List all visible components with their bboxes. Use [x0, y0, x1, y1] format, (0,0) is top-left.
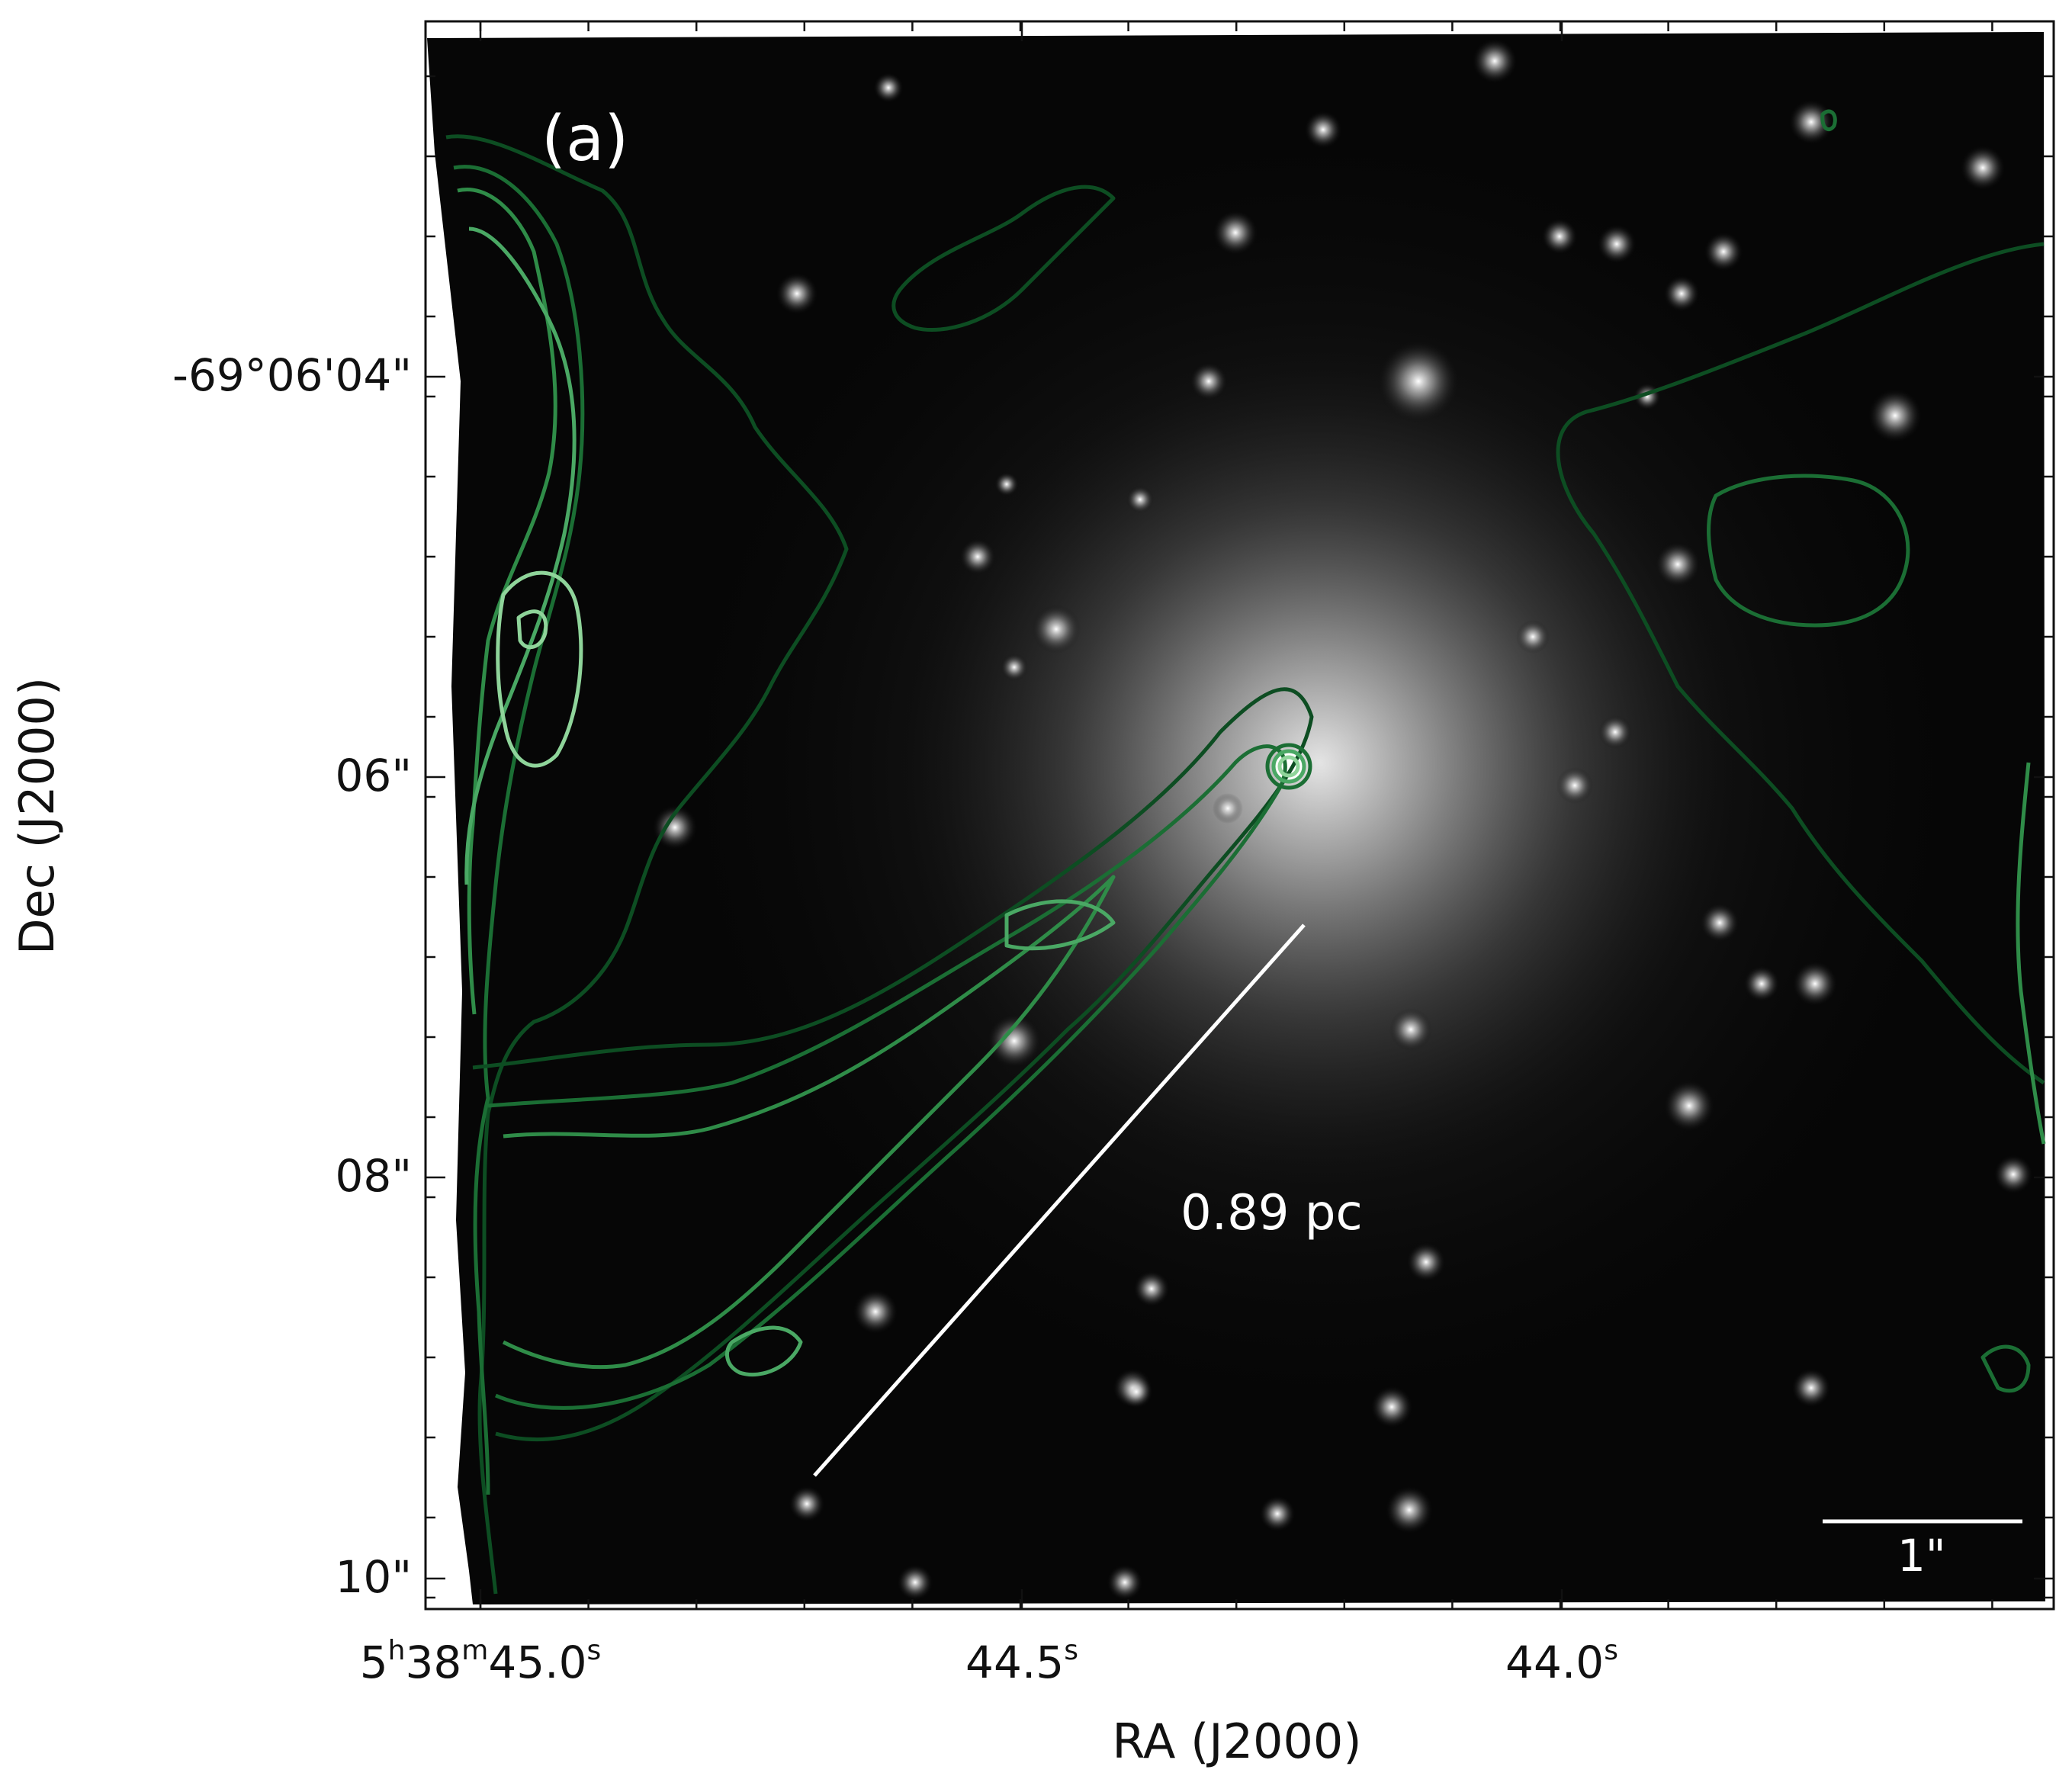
- astronomical-image: [427, 32, 2046, 1604]
- contour-left-mid: [453, 165, 585, 1495]
- contour-tail-mid: [487, 744, 1287, 1410]
- axis-ticks: [426, 21, 2054, 1609]
- star-point: [1389, 1008, 1432, 1051]
- star-point: [1120, 1375, 1153, 1408]
- star-point: [959, 538, 996, 575]
- star-point: [1663, 275, 1700, 312]
- star-point: [987, 1013, 1042, 1068]
- star-point: [1406, 1242, 1446, 1282]
- star-point: [652, 805, 698, 850]
- panel-label: (a): [541, 103, 628, 175]
- contour-left-outer: [445, 134, 849, 1595]
- contour-right-edge: [2016, 762, 2046, 1145]
- star-point: [1472, 38, 1518, 84]
- star-point: [1791, 1368, 1831, 1408]
- scalebar-label: 1": [1897, 1530, 1946, 1582]
- central-glow-outer: [633, 84, 2006, 1457]
- contour-left-peak: [496, 570, 583, 768]
- star-point: [1704, 232, 1743, 271]
- star-point: [1556, 767, 1593, 804]
- star-point: [776, 272, 818, 315]
- star-point: [1190, 362, 1228, 400]
- y-axis-title: Dec (J2000): [9, 677, 65, 955]
- x-tick-label-3: 44.0s: [1505, 1635, 1618, 1688]
- contour-right-outer: [1556, 242, 2045, 1085]
- star-point: [1385, 1485, 1434, 1534]
- contour-top-clump: [891, 185, 1116, 332]
- star-point: [1993, 1155, 2033, 1194]
- contour-left-peak-inner: [516, 609, 548, 650]
- star-point: [897, 1564, 933, 1601]
- star-point: [1370, 1386, 1413, 1428]
- star-point: [1960, 145, 2006, 191]
- star-point: [1663, 1080, 1715, 1132]
- contour-right-ring: [1707, 474, 1910, 628]
- x-tick-label-2: 44.5s: [965, 1635, 1078, 1688]
- y-tick-label-1: -69°06'04": [172, 349, 412, 401]
- contours: [445, 109, 2046, 1595]
- star-point: [1377, 339, 1460, 423]
- star-point: [1598, 715, 1632, 749]
- star-point: [1743, 965, 1780, 1002]
- contour-left-core: [464, 226, 577, 885]
- star-point: [1304, 111, 1342, 149]
- star-point: [1213, 793, 1243, 824]
- contour-tail-core: [724, 1325, 803, 1377]
- star-point: [1107, 1564, 1143, 1601]
- length-line: [813, 923, 1306, 1477]
- star-point: [1133, 1270, 1170, 1307]
- x-tick-label-1: 5h38m45.0s: [360, 1635, 602, 1688]
- y-tick-label-2: 06": [336, 750, 412, 801]
- star-point: [1001, 654, 1028, 681]
- star-point: [789, 1485, 825, 1522]
- y-tick-label-4: 10": [336, 1551, 412, 1603]
- star-point: [994, 472, 1019, 496]
- star-point: [1655, 541, 1701, 587]
- star-point: [853, 1289, 898, 1335]
- contour-left-inner: [457, 188, 557, 1015]
- star-point: [1597, 224, 1637, 264]
- star-point: [873, 72, 904, 103]
- contour-source-3: [1277, 755, 1300, 778]
- contour-top-right-dot: [1820, 109, 1837, 131]
- star-point: [1541, 218, 1578, 255]
- contour-tail-inner: [502, 875, 1116, 1370]
- star-point: [1126, 486, 1154, 513]
- star-point: [1032, 605, 1081, 654]
- contour-source-1: [1265, 743, 1312, 790]
- contour-right-bottom: [1980, 1344, 2031, 1393]
- star-point: [1213, 210, 1258, 255]
- contour-tail-core2: [1004, 899, 1116, 951]
- star-point: [1259, 1495, 1296, 1532]
- star-point: [1868, 388, 1923, 443]
- star-point: [1700, 903, 1740, 943]
- star-point: [1788, 99, 1834, 145]
- contour-source-2: [1271, 749, 1306, 784]
- star-point: [1792, 961, 1838, 1007]
- y-tick-label-3: 08": [336, 1150, 412, 1202]
- length-label: 0.89 pc: [1181, 1185, 1363, 1241]
- star-point: [1516, 620, 1550, 654]
- x-axis-title: RA (J2000): [1112, 1714, 1361, 1769]
